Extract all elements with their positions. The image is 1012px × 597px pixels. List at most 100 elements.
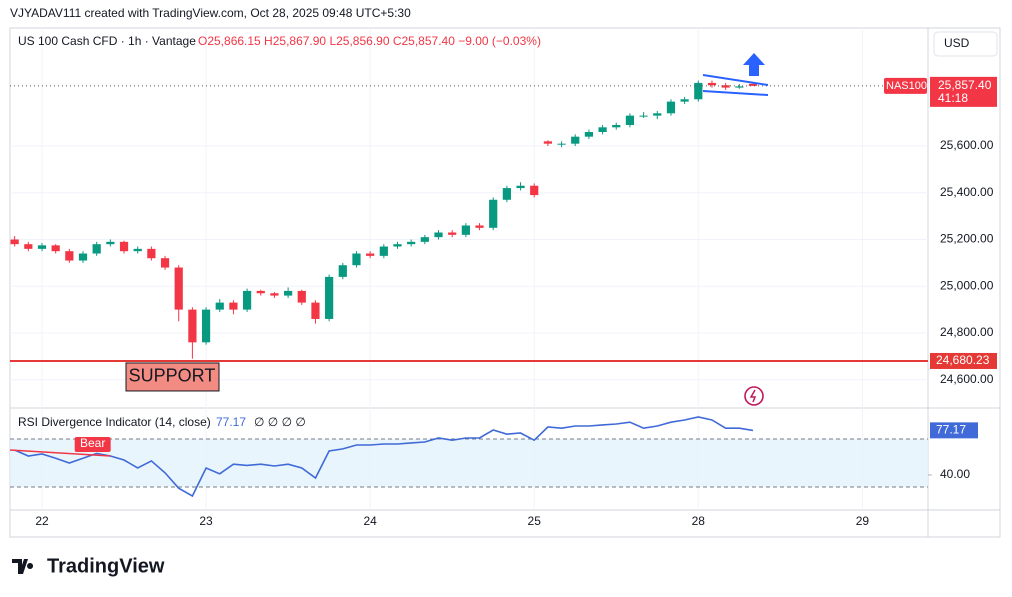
logo-mark [12,559,34,574]
candle-body [653,113,662,116]
support-label: 24,680.23 [936,353,990,367]
candle-body [65,251,74,261]
trendline [702,90,769,96]
rsi-tag-label: 77.17 [936,423,966,437]
candle-body [284,290,293,296]
candle-body [24,244,33,249]
x-tick-label: 22 [35,514,49,528]
x-tick-label: 24 [363,514,377,528]
candle-body [612,124,621,128]
x-tick-label: 28 [692,514,706,528]
candle-body [680,99,689,102]
candle-body [502,188,511,200]
candle-body [37,245,47,249]
symbol: US 100 Cash CFD · 1h · Vantage [18,34,196,48]
candle-body [229,302,238,310]
y-tick-label: 25,000.00 [940,278,994,292]
rsi-value: 77.17 [216,415,246,429]
candle-body [379,246,388,256]
symbol-tag [884,77,927,94]
rsi-title: RSI Divergence Indicator (14, close) [18,415,211,429]
logo-text: TradingView [47,555,165,577]
candle-body [133,248,142,252]
support-box [125,362,220,392]
candle-body [119,241,129,252]
candle-body [311,302,320,319]
y-tick-label: 40.00 [940,467,970,481]
rsi-line [14,416,754,498]
candle-body [256,290,265,294]
candle-body [721,85,730,88]
candle-body [557,143,566,145]
candle-body [78,253,88,261]
candle-body [174,267,183,310]
trendline [702,74,769,86]
symbol-label: NAS100 [886,80,927,92]
x-tick-label: 29 [856,514,870,528]
candle-body [420,237,429,242]
candle-body [270,293,279,296]
y-tick-label: 24,600.00 [940,372,994,386]
candle-body [584,131,594,137]
candle-body [242,290,252,310]
candle-body [51,245,60,252]
candle-body [598,127,607,132]
y-tick-label: 24,800.00 [940,325,994,339]
candle-body [106,241,115,245]
candle-body [188,309,197,343]
arrow-up [743,53,765,76]
currency-button[interactable] [933,31,998,57]
candle-body [694,82,703,100]
candle-body [366,253,375,256]
countdown: 41:18 [938,91,968,105]
candle-body [147,248,156,259]
y-tick-label: 25,400.00 [940,185,994,199]
candle-body [215,302,224,310]
candle-body [434,232,443,238]
candle-body [543,141,552,144]
candle-body [489,199,498,228]
candle-body [666,101,676,114]
ohlc: O25,866.15 H25,867.90 L25,856.90 C25,857… [198,34,541,48]
alert-bolt [749,389,757,403]
candle-body [530,185,539,196]
currency[interactable]: USD [944,36,970,50]
candle-body [475,225,484,228]
alert-icon[interactable] [744,386,764,406]
candle-body [201,309,211,343]
candle-body [707,82,717,86]
candle-body [297,290,306,303]
candle-body [160,258,170,268]
frame [9,27,1001,538]
candle-body [448,232,457,235]
candle-body [393,244,402,247]
divergence-tag [74,437,111,452]
credit: VJYADAV111 created with TradingView.com,… [10,6,411,20]
candle-body [516,185,525,189]
candle-body [461,225,470,235]
divergence-label: Bear [80,436,105,450]
rsi-band [10,438,928,487]
x-tick-label: 23 [199,514,213,528]
support-tag [930,352,997,369]
rsi-tag [930,422,978,439]
candle-body [748,83,758,86]
candle-body [735,86,744,88]
x-tick-label: 25 [528,514,542,528]
candle-body [10,239,19,245]
last-price-label: 25,857.40 [938,78,992,92]
divergence-line [9,449,111,457]
candle-body [325,276,334,319]
candle-body [407,241,416,245]
candle-body [639,115,648,117]
y-tick-label: 25,200.00 [940,232,994,246]
last-price-tag [930,76,997,107]
rsi-na: ∅ ∅ ∅ ∅ [254,415,306,429]
candle-body [625,115,635,125]
support-text: SUPPORT [129,366,216,386]
candle-body [92,244,101,254]
candle-body [571,136,580,144]
candle-body [338,265,347,277]
